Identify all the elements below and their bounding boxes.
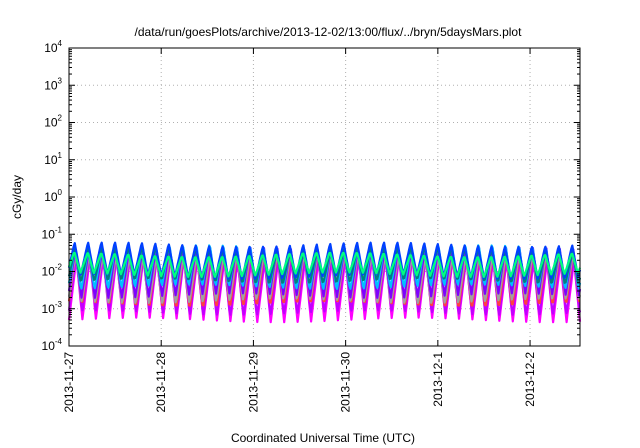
chart-title: /data/run/goesPlots/archive/2013-12-02/1… [135, 25, 523, 39]
y-axis-label: cGy/day [10, 175, 24, 219]
y-tick-label: 102 [44, 114, 62, 130]
x-tick-label: 2013-11-28 [154, 352, 168, 413]
x-tick-label: 2013-11-29 [246, 352, 260, 413]
y-tick-label: 10-2 [42, 263, 63, 279]
y-tick-label: 10-3 [42, 300, 63, 316]
y-tick-label: 100 [44, 188, 62, 204]
x-tick-label: 2013-11-27 [62, 352, 76, 413]
y-tick-label: 101 [44, 151, 62, 167]
series-group [67, 241, 582, 324]
x-tick-label: 2013-12-1 [431, 352, 445, 407]
y-tick-label: 103 [44, 76, 62, 92]
x-axis: 2013-11-27 2013-11-28 2013-11-29 2013-11-30… [62, 48, 537, 413]
x-tick-label: 2013-12-2 [523, 352, 537, 407]
y-axis: 10-4 10-3 10-2 10-1 100 101 102 103 104 [42, 39, 580, 353]
series-line [67, 251, 582, 279]
y-tick-label: 10-4 [42, 337, 63, 353]
y-tick-label: 10-1 [42, 225, 63, 241]
y-tick-label: 104 [44, 39, 62, 55]
x-axis-label: Coordinated Universal Time (UTC) [231, 431, 415, 445]
x-tick-label: 2013-11-30 [339, 352, 353, 413]
